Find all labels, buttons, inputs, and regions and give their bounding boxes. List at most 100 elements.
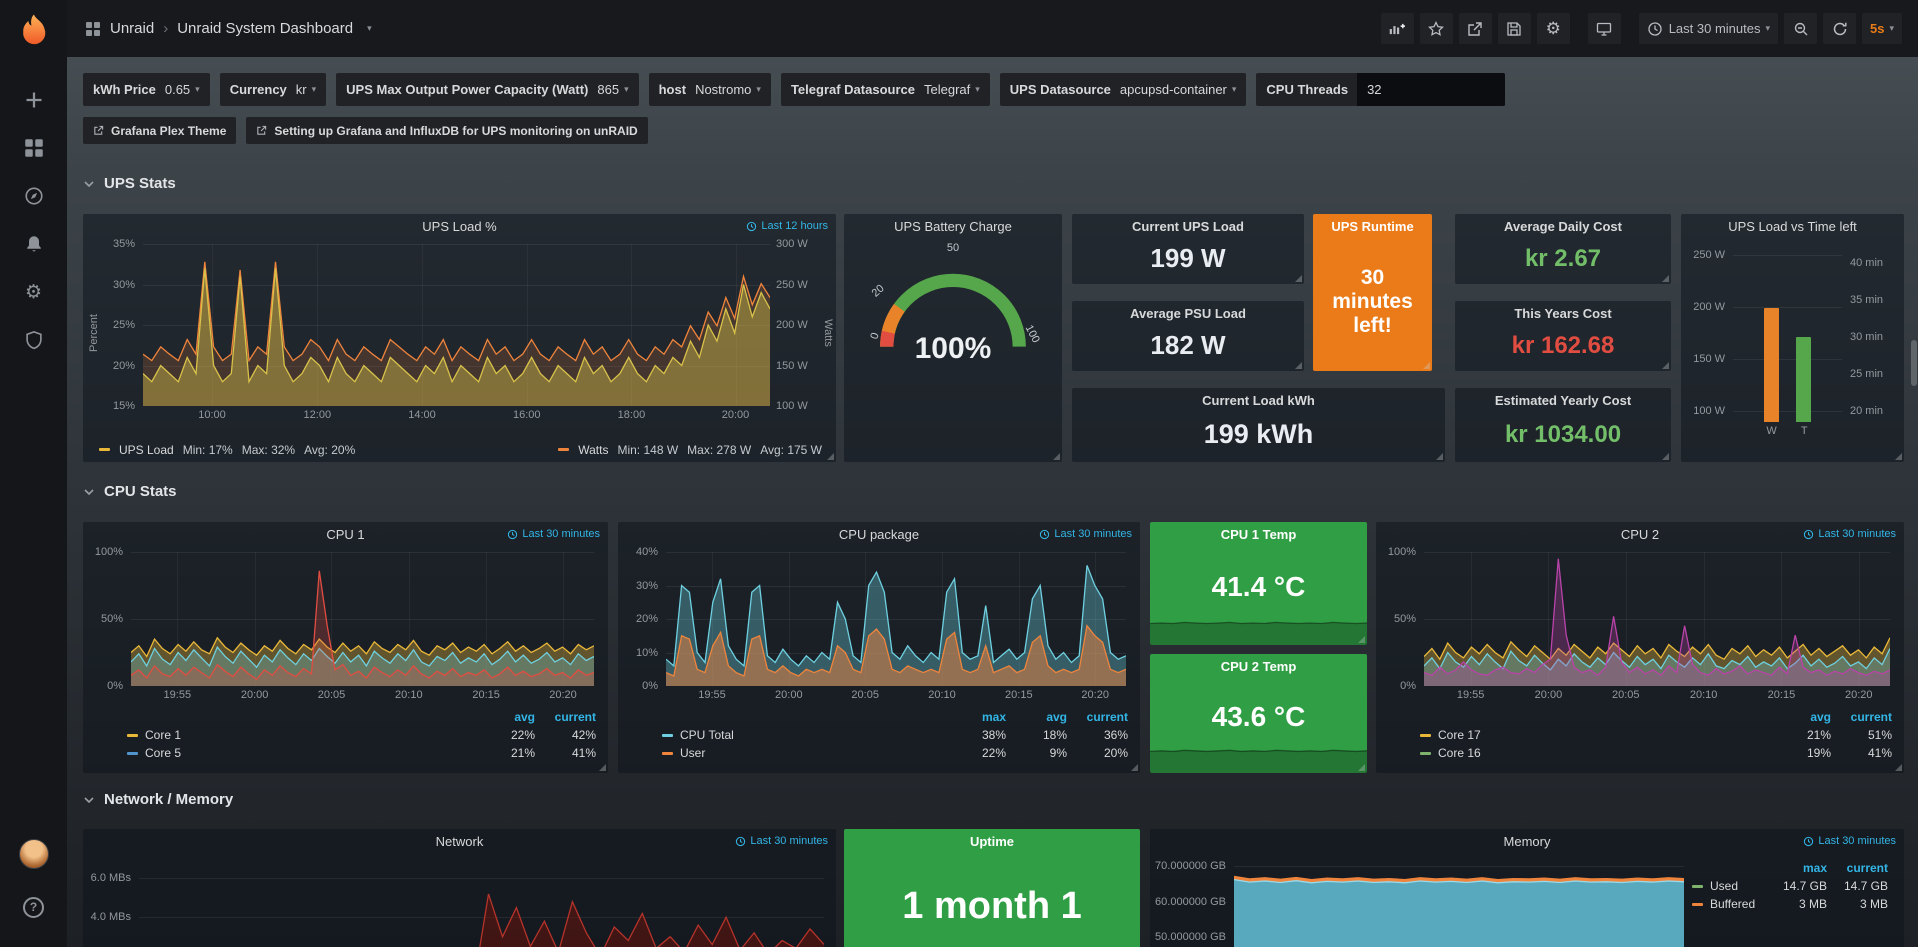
panel-title[interactable]: UPS Battery Charge [894, 219, 1012, 234]
help-icon[interactable]: ? [11, 888, 57, 926]
add-panel-button[interactable] [1380, 13, 1414, 44]
legend-sort-avg[interactable]: avg [1046, 710, 1067, 724]
ups-bar-chart[interactable] [1733, 244, 1842, 422]
section-cpu-stats[interactable]: CPU Stats [83, 483, 177, 500]
stat-value: kr 162.68 [1511, 331, 1615, 359]
cpu-threads-input[interactable]: 32 [1357, 73, 1506, 106]
cycle-view-button[interactable] [1587, 13, 1621, 44]
series-name[interactable]: Used [1710, 879, 1739, 893]
zoom-out-button[interactable] [1784, 13, 1817, 44]
breadcrumb-dashboard-title[interactable]: Unraid System Dashboard [177, 20, 354, 37]
legend-sort-current[interactable]: current [554, 710, 596, 724]
series-name[interactable]: Core 17 [1438, 728, 1481, 742]
panel-title[interactable]: Average PSU Load [1130, 306, 1246, 321]
chevron-down-icon[interactable]: ▾ [367, 23, 372, 33]
server-admin-shield-icon[interactable] [11, 321, 57, 359]
save-button[interactable] [1497, 13, 1531, 44]
share-button[interactable] [1458, 13, 1492, 44]
variable-currency[interactable]: Currency kr ▾ [219, 73, 327, 106]
legend-sort-avg[interactable]: avg [1810, 710, 1831, 724]
series-name[interactable]: Core 16 [1438, 746, 1481, 760]
variable-kwh-price[interactable]: kWh Price 0.65 ▾ [83, 73, 210, 106]
panel-time-override[interactable]: Last 30 minutes [507, 528, 600, 541]
dashboard-grid-icon [85, 21, 101, 37]
explore-icon[interactable] [11, 177, 57, 215]
series-name[interactable]: UPS Load [119, 442, 174, 457]
panel-title[interactable]: Memory [1503, 834, 1551, 849]
link-ups-monitoring-guide[interactable]: Setting up Grafana and InfluxDB for UPS … [246, 117, 648, 144]
panel-title[interactable]: Estimated Yearly Cost [1494, 393, 1632, 408]
panel-title[interactable]: CPU 2 [1620, 527, 1660, 542]
dashboards-icon[interactable] [11, 129, 57, 167]
create-icon[interactable] [11, 81, 57, 119]
ups-load-chart[interactable] [143, 244, 770, 406]
scrollbar-thumb[interactable] [1911, 340, 1917, 386]
y-axis-left: 40% 30% 20% 10% 0% [635, 546, 658, 692]
star-button[interactable] [1419, 13, 1453, 44]
variable-ups-max-output[interactable]: UPS Max Output Power Capacity (Watt) 865… [336, 73, 639, 106]
y-axis-left: 6.0 MBs 4.0 MBs 2.0 MBs [90, 872, 131, 924]
time-range-picker[interactable]: Last 30 minutes ▾ [1638, 13, 1778, 44]
breadcrumb-folder[interactable]: Unraid [110, 20, 155, 37]
panel-title[interactable]: Current UPS Load [1132, 219, 1244, 234]
section-ups-stats[interactable]: UPS Stats [83, 175, 176, 192]
bar-watts[interactable] [1763, 307, 1779, 422]
series-current: 3 MB [1859, 897, 1888, 911]
page-scrollbar[interactable] [1910, 114, 1918, 947]
panel-title[interactable]: UPS Load vs Time left [1728, 219, 1857, 234]
cpu2-chart[interactable] [1424, 552, 1890, 686]
section-network-memory[interactable]: Network / Memory [83, 791, 233, 808]
network-chart[interactable] [139, 859, 824, 947]
memory-chart[interactable] [1234, 859, 1684, 947]
section-title: Network / Memory [104, 791, 234, 808]
cpu1-chart[interactable] [131, 552, 594, 686]
variable-label: CPU Threads [1266, 82, 1349, 97]
panel-title[interactable]: CPU 1 Temp [1220, 527, 1297, 542]
panel-title[interactable]: UPS Load % [422, 219, 497, 234]
variable-telegraf-datasource[interactable]: Telegraf Datasource Telegraf ▾ [780, 73, 990, 106]
link-grafana-plex-theme[interactable]: Grafana Plex Theme [83, 117, 237, 144]
alerting-bell-icon[interactable] [11, 225, 57, 263]
panel-title[interactable]: Uptime [969, 834, 1015, 849]
series-avg: 19% [1806, 746, 1831, 760]
series-name[interactable]: Watts [578, 442, 609, 457]
section-title: UPS Stats [104, 175, 176, 192]
refresh-interval-picker[interactable]: 5s ▾ [1862, 13, 1902, 44]
panel-time-override[interactable]: Last 30 minutes [735, 835, 828, 848]
panel-title[interactable]: CPU 2 Temp [1220, 659, 1297, 674]
panel-title[interactable]: This Years Cost [1514, 306, 1612, 321]
time-range-label: Last 30 minutes [1668, 21, 1761, 36]
series-name[interactable]: CPU Total [680, 728, 734, 742]
series-name[interactable]: User [680, 746, 706, 760]
panel-time-override[interactable]: Last 30 minutes [1803, 835, 1896, 848]
legend-sort-max[interactable]: max [1802, 861, 1827, 875]
legend-sort-max[interactable]: max [981, 710, 1006, 724]
panel-title[interactable]: Current Load kWh [1202, 393, 1315, 408]
dashboard-settings-button[interactable]: ⚙ [1536, 13, 1570, 44]
legend-sort-current[interactable]: current [1086, 710, 1128, 724]
legend-sort-avg[interactable]: avg [514, 710, 535, 724]
series-name[interactable]: Buffered [1710, 897, 1756, 911]
user-avatar[interactable] [18, 839, 49, 869]
panel-title[interactable]: Average Daily Cost [1503, 219, 1622, 234]
cpu-package-chart[interactable] [666, 552, 1126, 686]
panel-time-override[interactable]: Last 30 minutes [1803, 528, 1896, 541]
series-name[interactable]: Core 1 [145, 728, 182, 742]
variable-host[interactable]: host Nostromo ▾ [648, 73, 771, 106]
panel-time-override[interactable]: Last 12 hours [746, 220, 828, 233]
series-name[interactable]: Core 5 [145, 746, 182, 760]
refresh-button[interactable] [1823, 13, 1856, 44]
panel-title[interactable]: CPU package [838, 527, 920, 542]
panel-title[interactable]: CPU 1 [326, 527, 365, 542]
variable-ups-datasource[interactable]: UPS Datasource apcupsd-container ▾ [999, 73, 1247, 106]
panel-title[interactable]: Network [435, 834, 484, 849]
legend-sort-current[interactable]: current [1846, 861, 1888, 875]
configuration-gear-icon[interactable]: ⚙ [24, 281, 43, 303]
variable-label: Telegraf Datasource [790, 82, 915, 97]
series-marker [558, 448, 570, 451]
bar-time-left[interactable] [1796, 336, 1812, 422]
panel-time-override[interactable]: Last 30 minutes [1039, 528, 1132, 541]
panel-title[interactable]: UPS Runtime [1331, 219, 1414, 234]
grafana-logo-icon[interactable] [15, 12, 53, 50]
legend-sort-current[interactable]: current [1850, 710, 1892, 724]
